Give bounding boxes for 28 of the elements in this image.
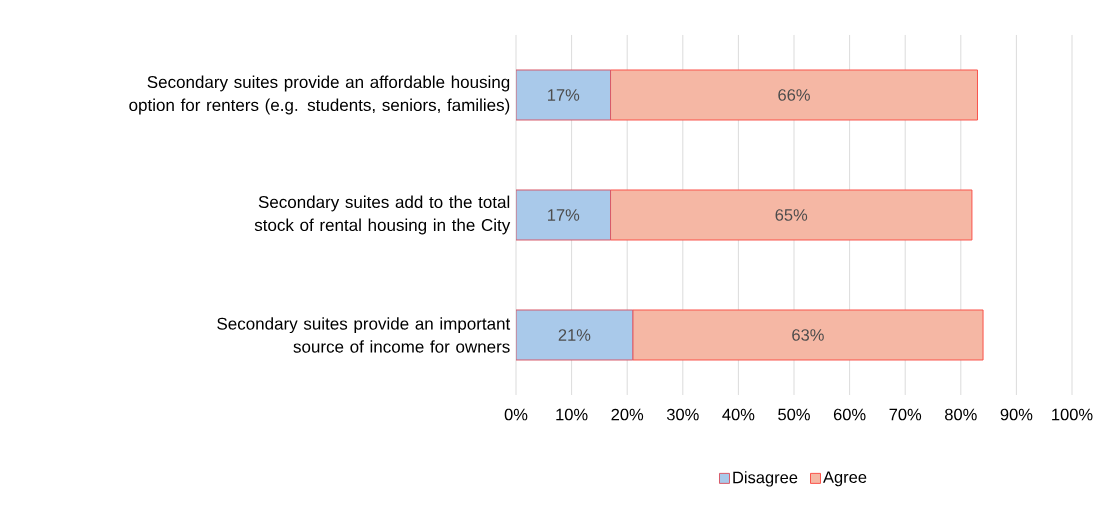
bar [516,189,612,241]
x-tick-label: 0% [504,408,528,421]
legend-label: Agree [823,471,867,487]
x-tick-label: 50% [778,408,810,421]
data-label: 21% [558,329,591,341]
bar [516,309,634,361]
x-tick-label: 10% [556,408,588,421]
x-tick-label: 20% [611,408,644,421]
y-tick-label: Secondary suites provide an important source of income for owners [217,317,511,353]
y-tick-label: Secondary suites add to the total stock of rental housing in the City [254,195,511,235]
bar [516,69,612,121]
data-label: 17% [548,89,580,101]
data-label: 17% [548,209,580,221]
x-tick-label: 80% [945,408,977,421]
bar [610,189,973,241]
data-label: 63% [792,329,824,341]
x-tick-label: 40% [722,408,755,421]
y-tick-label: Secondary suites provide an affordable housing option for renters (e.g. students, seniors, families) [129,75,510,115]
x-tick-label: 60% [833,408,866,421]
x-tick-label: 90% [1000,408,1033,421]
legend-label: Disagree [733,471,798,487]
data-label: 66% [778,89,810,101]
data-label: 65% [775,209,808,221]
bar [632,309,984,361]
x-tick-label: 30% [666,408,699,421]
x-tick-label: 100% [1052,408,1093,421]
x-tick-label: 70% [889,408,922,421]
bar [610,69,978,121]
